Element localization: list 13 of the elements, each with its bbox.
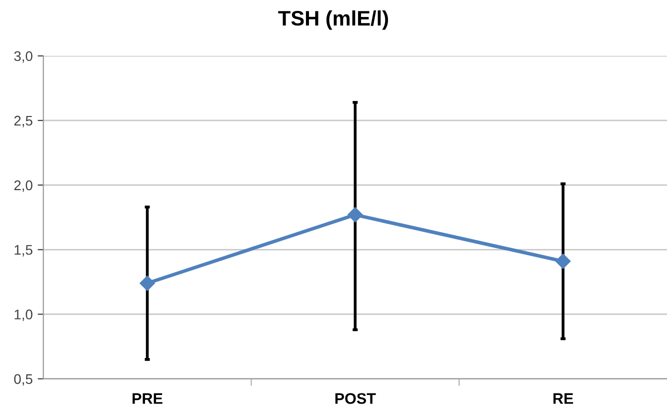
y-tick-label: 0,5 (14, 374, 32, 386)
y-tick-label: 1,0 (14, 310, 32, 322)
chart-title: TSH (mlE/l) (278, 10, 388, 30)
x-tick-label: POST (335, 393, 376, 404)
x-tick-label: RE (553, 393, 574, 404)
point (348, 207, 363, 222)
y-tick-label: 3,0 (14, 51, 32, 63)
y-tick-label: 2,5 (14, 116, 32, 128)
y-tick-label: 1,5 (14, 245, 32, 256)
x-tick-label: PRE (132, 393, 162, 404)
point (140, 276, 155, 291)
point (555, 254, 571, 269)
y-tick-label: 2,0 (14, 180, 32, 192)
